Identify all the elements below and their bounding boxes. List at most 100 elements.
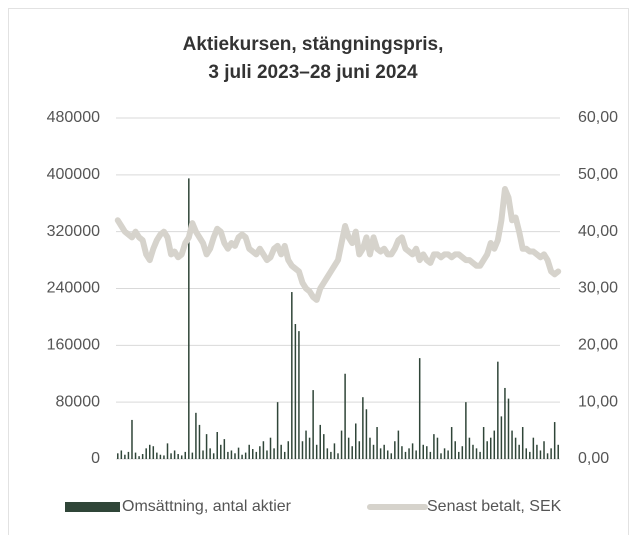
bar (390, 453, 393, 459)
price-line (114, 186, 562, 303)
legend-label: Senast betalt, SEK (427, 498, 562, 515)
bar (326, 448, 329, 459)
bar (188, 178, 190, 459)
bar (156, 452, 158, 459)
bar (184, 451, 187, 459)
bar (134, 452, 137, 459)
bar (223, 439, 226, 459)
bar (301, 441, 304, 459)
bar (362, 397, 364, 459)
bar (372, 444, 375, 459)
bar (532, 437, 535, 459)
y2-tick-label: 20,00 (578, 337, 618, 354)
bar (358, 441, 361, 459)
bar (319, 424, 321, 459)
bar (379, 448, 382, 459)
bar (404, 451, 407, 459)
y-tick-label: 0 (91, 450, 100, 467)
y2-tick-label: 10,00 (578, 393, 618, 410)
bar (340, 430, 343, 459)
bar (458, 451, 460, 459)
bar (273, 448, 275, 459)
bar (347, 437, 350, 459)
bar (159, 454, 162, 459)
y2-tick-label: 0,00 (578, 450, 609, 467)
bar (415, 450, 417, 459)
y-tick-label: 160000 (47, 337, 100, 354)
bar (536, 444, 538, 459)
bar (205, 434, 208, 459)
bar (447, 450, 449, 459)
bar (138, 456, 140, 459)
bar (397, 430, 400, 459)
bar (220, 444, 222, 459)
bar (330, 451, 332, 459)
bar (255, 451, 258, 459)
bar (177, 454, 179, 459)
bar (315, 444, 318, 459)
bar (131, 419, 133, 459)
legend-swatch (65, 502, 120, 512)
bar (539, 450, 542, 459)
y-tick-label: 240000 (47, 280, 100, 297)
bar (227, 451, 229, 459)
bar (252, 449, 254, 459)
bar (216, 432, 218, 459)
bar (344, 373, 346, 459)
chart-title: Aktiekursen, stängningspris, (183, 34, 444, 55)
bar (426, 446, 428, 459)
bar (394, 441, 396, 459)
bar (237, 447, 240, 459)
bar (333, 443, 336, 459)
bar (148, 444, 151, 459)
bar (521, 427, 524, 459)
bar (511, 430, 513, 459)
y-tick-label: 80000 (56, 393, 101, 410)
bar (170, 453, 172, 459)
bar (163, 455, 165, 459)
bar (440, 453, 442, 459)
bar (276, 402, 279, 459)
bar (383, 444, 385, 459)
bar (337, 453, 339, 459)
bar (202, 450, 204, 459)
bar (411, 443, 414, 459)
bar (283, 451, 286, 459)
bar (120, 450, 123, 459)
bar (195, 412, 197, 459)
bar (244, 452, 247, 459)
bar (497, 361, 499, 459)
bar (351, 446, 353, 459)
bar (486, 441, 488, 459)
bar (266, 450, 268, 459)
bar (117, 453, 119, 459)
bar (191, 452, 194, 459)
bar (504, 387, 506, 459)
y-tick-label: 400000 (47, 166, 100, 183)
bar (465, 402, 467, 459)
bar (212, 453, 215, 459)
bar (543, 441, 545, 459)
bar (312, 390, 314, 459)
bar (472, 444, 474, 459)
bar (376, 427, 378, 459)
bar (489, 437, 492, 459)
bar (241, 454, 243, 459)
bar (124, 454, 126, 459)
bar (479, 451, 481, 459)
bar (369, 437, 371, 459)
bar (234, 453, 236, 459)
bar (198, 424, 201, 459)
bar (546, 453, 549, 459)
bar (259, 446, 261, 459)
panel (8, 8, 629, 535)
bar (433, 434, 435, 459)
bar (553, 422, 556, 459)
bar (461, 446, 464, 459)
bar (305, 430, 307, 459)
bar (450, 427, 453, 459)
bar (418, 358, 421, 459)
bar (468, 437, 471, 459)
bar (173, 450, 176, 459)
